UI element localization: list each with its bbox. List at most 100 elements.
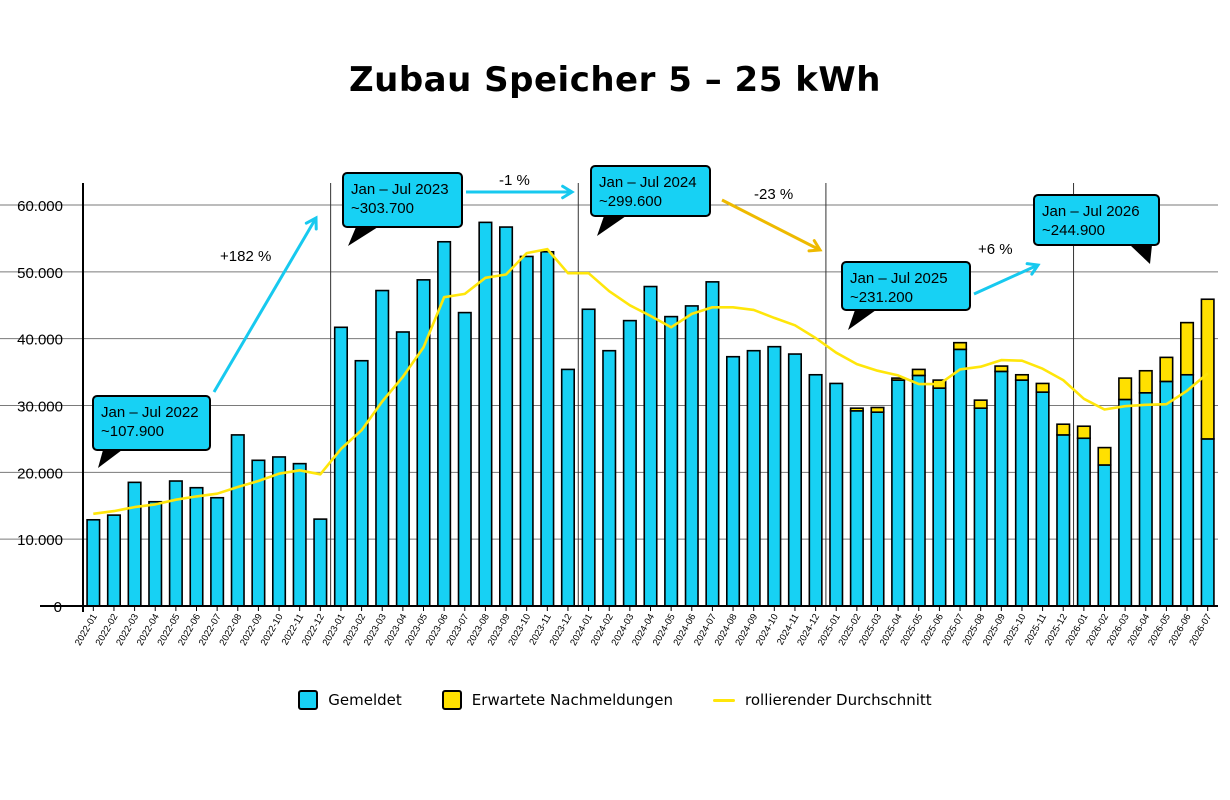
bar-reported xyxy=(952,348,968,607)
callout: Jan – Jul 2023 ~303.700 xyxy=(342,172,463,246)
bar-reported xyxy=(230,434,245,607)
callout-tail xyxy=(348,227,378,246)
legend-swatch-expected xyxy=(441,690,462,710)
bar-reported xyxy=(891,379,906,607)
arrow-head xyxy=(304,215,318,231)
bar-expected xyxy=(870,406,885,413)
legend-item-reported[interactable]: Gemeldet xyxy=(298,690,402,710)
bar-reported xyxy=(1200,438,1215,607)
callout-value: ~303.700 xyxy=(351,200,414,217)
callout-box xyxy=(92,395,211,451)
change-label: +6 % xyxy=(978,241,1013,258)
y-tick-label: 50.000 xyxy=(17,265,63,282)
callout-tail xyxy=(98,450,122,468)
bar-reported xyxy=(271,456,287,607)
change-arrow: -23 % xyxy=(721,186,823,253)
bar-reported xyxy=(395,331,410,607)
y-tick-label: 20.000 xyxy=(17,465,63,482)
bar-reported xyxy=(416,279,431,607)
callout-box xyxy=(841,261,971,311)
bar-reported xyxy=(684,305,699,607)
y-tick-label: 0 xyxy=(54,599,62,616)
bar-expected xyxy=(1035,382,1050,393)
bar-reported xyxy=(1138,392,1153,607)
bar-reported xyxy=(1159,380,1174,607)
bar-expected xyxy=(1076,425,1091,440)
bar-reported xyxy=(705,281,720,607)
bar-expected xyxy=(1118,377,1133,401)
change-label: -23 % xyxy=(754,186,793,203)
bar-reported xyxy=(292,462,307,607)
callout-value: ~299.600 xyxy=(599,193,662,210)
bar-reported xyxy=(519,255,534,607)
y-tick-label: 40.000 xyxy=(17,332,63,349)
callout-title: Jan – Jul 2022 xyxy=(101,404,199,421)
legend-item-expected[interactable]: Erwartete Nachmeldungen xyxy=(441,690,674,710)
bar-reported xyxy=(333,326,349,607)
bar-reported xyxy=(1076,437,1091,607)
bar-expected xyxy=(849,407,864,412)
bar-expected xyxy=(1014,373,1030,381)
y-tick-label: 60.000 xyxy=(17,198,63,215)
callout-box xyxy=(342,172,463,228)
callout-value: ~107.900 xyxy=(101,423,164,440)
change-label: -1 % xyxy=(499,172,530,189)
bar-expected xyxy=(1097,446,1112,466)
bar-reported xyxy=(808,373,823,607)
bar-reported xyxy=(994,370,1009,607)
callout-box xyxy=(1033,194,1160,246)
callout-tail xyxy=(597,216,626,236)
callout-box xyxy=(590,165,711,217)
arrow-head xyxy=(807,239,823,253)
callout-value: ~244.900 xyxy=(1042,222,1105,239)
callout-title: Jan – Jul 2023 xyxy=(351,181,449,198)
arrow-shaft xyxy=(212,217,318,393)
bar-reported xyxy=(540,250,555,607)
bar-reported xyxy=(602,349,617,607)
y-tick-label: 30.000 xyxy=(17,399,63,416)
bar-reported xyxy=(787,353,803,607)
callout-title: Jan – Jul 2025 xyxy=(850,270,948,287)
bar-reported xyxy=(767,345,782,607)
callout-title: Jan – Jul 2026 xyxy=(1042,203,1140,220)
bar-expected xyxy=(952,341,968,351)
bar-reported xyxy=(1056,434,1071,607)
bar-expected xyxy=(973,399,988,409)
change-arrow: -1 % xyxy=(466,172,575,200)
arrow-head xyxy=(1025,262,1041,276)
bar-reported xyxy=(1097,464,1112,607)
callout: Jan – Jul 2025 ~231.200 xyxy=(841,261,971,330)
bar-reported xyxy=(725,355,741,607)
bar-reported xyxy=(106,514,122,607)
legend-item-average[interactable]: rollierender Durchschnitt xyxy=(713,691,932,709)
callout-value: ~231.200 xyxy=(850,289,913,306)
bar-reported xyxy=(354,359,369,607)
arrow-head xyxy=(561,184,575,200)
bar-reported xyxy=(849,410,864,607)
rolling-average-line xyxy=(93,247,1209,516)
bar-reported xyxy=(1014,379,1030,607)
bar-reported xyxy=(148,500,163,607)
callout: Jan – Jul 2026 ~244.900 xyxy=(1033,194,1160,264)
callout-title: Jan – Jul 2024 xyxy=(599,174,697,191)
bar-reported xyxy=(560,368,576,607)
bar-reported xyxy=(870,411,885,607)
chart-legend: Gemeldet Erwartete Nachmeldungen rollier… xyxy=(0,690,1230,710)
legend-label-expected: Erwartete Nachmeldungen xyxy=(471,691,674,709)
y-tick-label: 10.000 xyxy=(17,532,63,549)
bar-reported xyxy=(1118,398,1133,607)
bar-reported xyxy=(375,289,390,607)
bar-reported xyxy=(1179,373,1195,607)
legend-swatch-reported xyxy=(298,690,319,710)
bar-reported xyxy=(313,518,328,607)
bar-reported xyxy=(1035,391,1050,607)
bar-reported xyxy=(189,486,204,607)
change-label: +182 % xyxy=(220,248,271,265)
bar-expected xyxy=(1179,321,1195,376)
bar-reported xyxy=(746,349,761,607)
legend-swatch-average xyxy=(713,698,736,702)
legend-label-average: rollierender Durchschnitt xyxy=(745,691,932,709)
bar-expected xyxy=(1200,298,1215,440)
callout-tail xyxy=(1130,245,1152,264)
